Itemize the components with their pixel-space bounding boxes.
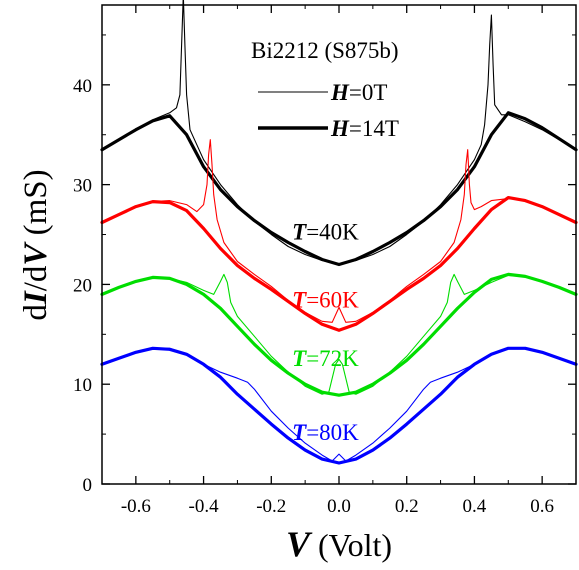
temperature-label-60k-value: =60K: [306, 287, 359, 312]
legend-entry-0-var: H: [330, 80, 350, 105]
temperature-label-80k-value: =80K: [306, 420, 359, 445]
temperature-label-72k: T=72K: [292, 346, 359, 371]
x-axis-label-unit: (Volt): [310, 527, 392, 563]
x-tick-label: -0.6: [121, 496, 151, 517]
y-axis-label-unit: (mS): [18, 169, 54, 243]
temperature-label-60k: T=60K: [292, 287, 359, 312]
temperature-label-80k-var: T: [292, 420, 307, 445]
y-tick-label: 10: [73, 375, 92, 396]
x-tick-label: -0.2: [256, 496, 286, 517]
x-tick-label: -0.4: [189, 496, 220, 517]
y-tick-label: 40: [73, 76, 92, 97]
x-tick-label: 0.4: [463, 496, 487, 517]
temperature-label-40k-var: T: [292, 220, 307, 245]
ticks-layer: -0.6 -0.4 -0.2 0.0 0.2 0.4 0.6 0 10 20 30 40: [73, 5, 577, 517]
y-axis-label-den: V: [18, 241, 54, 266]
y-axis-label-num: I: [18, 290, 54, 305]
plot-frame: [101, 4, 577, 485]
y-axis-label-d1: d: [18, 304, 54, 321]
x-axis-label-var: V: [286, 524, 313, 564]
temperature-labels: T=40K T=60K T=72K T=80K: [292, 220, 359, 446]
temperature-label-40k: T=40K: [292, 220, 359, 245]
temperature-label-72k-var: T: [292, 346, 307, 371]
y-axis-label: dI/dV (mS): [18, 169, 54, 320]
temperature-label-60k-var: T: [292, 287, 307, 312]
temperature-label-72k-value: =72K: [306, 346, 359, 371]
legend-entry-1-value: =14T: [349, 116, 399, 141]
series-layer: [100, 0, 578, 465]
legend-entry-0-value: =0T: [349, 80, 388, 105]
legend-entry-1-var: H: [330, 116, 350, 141]
series-72K-0T-line: [101, 273, 577, 395]
y-tick-label: 20: [73, 275, 92, 296]
x-tick-label: 0.2: [395, 496, 419, 517]
series-72K-14T-line: [100, 272, 578, 397]
sample-label: Bi2212 (S875b): [251, 38, 399, 63]
temperature-label-40k-value: =40K: [306, 220, 359, 245]
legend-entry-1: H=14T: [330, 116, 399, 141]
temperature-label-80k: T=80K: [292, 420, 359, 445]
series-40K-14T-line: [100, 111, 578, 267]
legend: H=0T H=14T: [258, 80, 399, 141]
x-axis-label: V (Volt): [286, 524, 392, 564]
y-tick-label: 0: [83, 475, 93, 496]
y-tick-label: 30: [73, 176, 92, 197]
series-60K-14T-line: [100, 196, 578, 332]
legend-entry-0: H=0T: [330, 80, 387, 105]
x-tick-label: 0.6: [530, 496, 554, 517]
series-80K-14T-line: [100, 346, 578, 465]
x-tick-label: 0.0: [327, 496, 351, 517]
y-axis-label-d2: /d: [18, 265, 54, 291]
series-60K-0T-line: [101, 139, 577, 323]
